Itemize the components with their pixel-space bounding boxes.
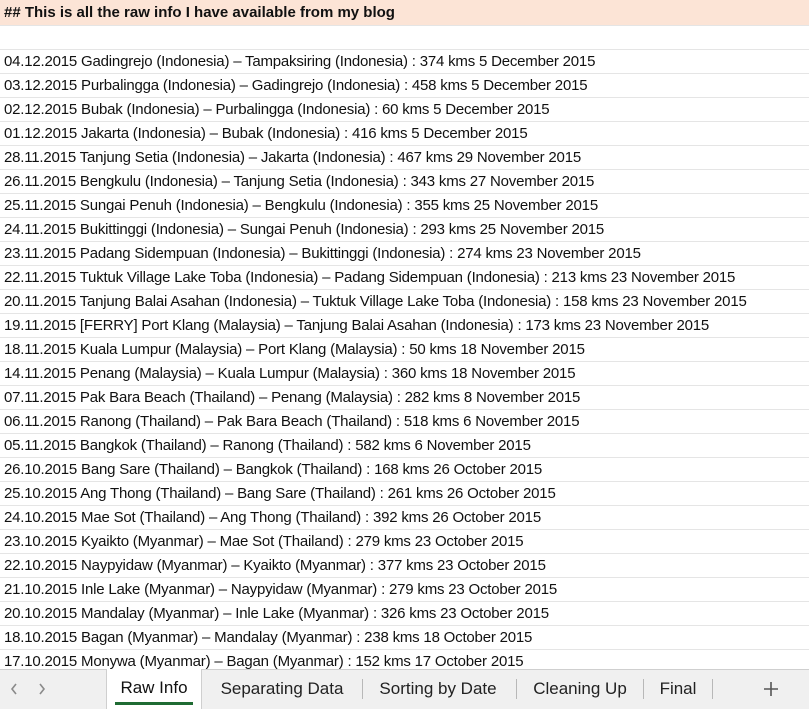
table-row[interactable]: 23.11.2015 Padang Sidempuan (Indonesia) …	[0, 242, 809, 266]
chevron-right-icon[interactable]	[28, 670, 56, 708]
empty-row[interactable]	[0, 26, 809, 50]
tab-divider	[516, 679, 517, 699]
tab-divider	[643, 679, 644, 699]
plus-icon[interactable]	[756, 670, 786, 708]
table-row[interactable]: 24.10.2015 Mae Sot (Thailand) – Ang Thon…	[0, 506, 809, 530]
table-row[interactable]: 07.11.2015 Pak Bara Beach (Thailand) – P…	[0, 386, 809, 410]
sheet-tab-bar: Raw Info Separating Data Sorting by Date…	[0, 669, 809, 709]
table-row[interactable]: 05.11.2015 Bangkok (Thailand) – Ranong (…	[0, 434, 809, 458]
table-row[interactable]: 25.11.2015 Sungai Penuh (Indonesia) – Be…	[0, 194, 809, 218]
active-tab-indicator	[115, 702, 193, 705]
table-row[interactable]: 26.11.2015 Bengkulu (Indonesia) – Tanjun…	[0, 170, 809, 194]
table-row[interactable]: 24.11.2015 Bukittinggi (Indonesia) – Sun…	[0, 218, 809, 242]
tab-raw-info-label: Raw Info	[120, 678, 188, 697]
tab-divider	[712, 679, 713, 699]
tab-raw-info[interactable]: Raw Info	[106, 669, 202, 709]
table-row[interactable]: 18.10.2015 Bagan (Myanmar) – Mandalay (M…	[0, 626, 809, 650]
tab-divider	[362, 679, 363, 699]
table-row[interactable]: 04.12.2015 Gadingrejo (Indonesia) – Tamp…	[0, 50, 809, 74]
table-row[interactable]: 02.12.2015 Bubak (Indonesia) – Purbaling…	[0, 98, 809, 122]
table-row[interactable]: 22.11.2015 Tuktuk Village Lake Toba (Ind…	[0, 266, 809, 290]
data-rows: 04.12.2015 Gadingrejo (Indonesia) – Tamp…	[0, 50, 809, 669]
table-row[interactable]: 01.12.2015 Jakarta (Indonesia) – Bubak (…	[0, 122, 809, 146]
header-cell[interactable]: ## This is all the raw info I have avail…	[0, 0, 809, 26]
table-row[interactable]: 25.10.2015 Ang Thong (Thailand) – Bang S…	[0, 482, 809, 506]
table-row[interactable]: 20.10.2015 Mandalay (Myanmar) – Inle Lak…	[0, 602, 809, 626]
table-row[interactable]: 17.10.2015 Monywa (Myanmar) – Bagan (Mya…	[0, 650, 809, 669]
table-row[interactable]: 28.11.2015 Tanjung Setia (Indonesia) – J…	[0, 146, 809, 170]
chevron-left-icon[interactable]	[0, 670, 28, 708]
table-row[interactable]: 18.11.2015 Kuala Lumpur (Malaysia) – Por…	[0, 338, 809, 362]
spreadsheet-grid: ## This is all the raw info I have avail…	[0, 0, 809, 669]
table-row[interactable]: 19.11.2015 [FERRY] Port Klang (Malaysia)…	[0, 314, 809, 338]
tab-final[interactable]: Final	[659, 679, 697, 698]
table-row[interactable]: 26.10.2015 Bang Sare (Thailand) – Bangko…	[0, 458, 809, 482]
table-row[interactable]: 06.11.2015 Ranong (Thailand) – Pak Bara …	[0, 410, 809, 434]
table-row[interactable]: 23.10.2015 Kyaikto (Myanmar) – Mae Sot (…	[0, 530, 809, 554]
table-row[interactable]: 22.10.2015 Naypyidaw (Myanmar) – Kyaikto…	[0, 554, 809, 578]
table-row[interactable]: 14.11.2015 Penang (Malaysia) – Kuala Lum…	[0, 362, 809, 386]
table-row[interactable]: 21.10.2015 Inle Lake (Myanmar) – Naypyid…	[0, 578, 809, 602]
tab-separating-data[interactable]: Separating Data	[220, 679, 344, 698]
tab-cleaning-up[interactable]: Cleaning Up	[533, 679, 627, 698]
table-row[interactable]: 03.12.2015 Purbalingga (Indonesia) – Gad…	[0, 74, 809, 98]
table-row[interactable]: 20.11.2015 Tanjung Balai Asahan (Indones…	[0, 290, 809, 314]
tab-sorting-by-date[interactable]: Sorting by Date	[379, 679, 497, 698]
